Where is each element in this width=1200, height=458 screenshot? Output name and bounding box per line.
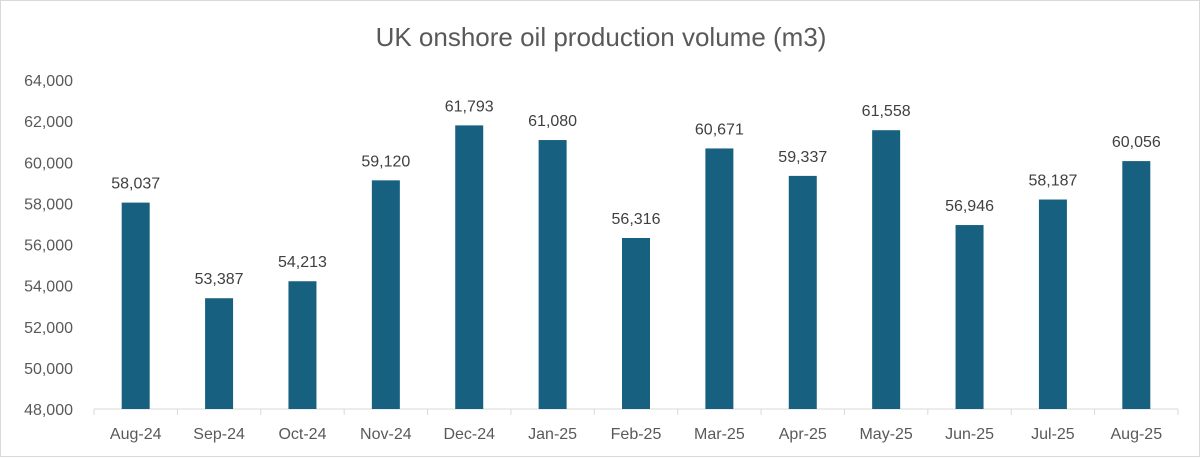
data-label: 58,187 [1028, 173, 1077, 190]
bar [371, 180, 400, 409]
x-tick-label: Jun-25 [945, 426, 994, 443]
y-tick-label: 62,000 [24, 114, 73, 131]
x-tick-label: Nov-24 [360, 426, 412, 443]
y-tick-label: 56,000 [24, 238, 73, 255]
bar [455, 125, 484, 409]
data-label: 54,213 [278, 254, 327, 271]
bar [288, 281, 317, 409]
data-label: 53,387 [195, 271, 244, 288]
x-axis: Aug-24 Sep-24 Oct-24 Nov-24 Dec-24 Jan-25 Feb-… [93, 408, 1179, 443]
y-tick-label: 58,000 [24, 196, 73, 213]
x-tick-label: Dec-24 [443, 426, 495, 443]
bar [1122, 161, 1151, 409]
data-label: 61,793 [445, 98, 494, 115]
bar [788, 175, 817, 409]
x-tick-label: Mar-25 [694, 426, 745, 443]
y-tick-label: 54,000 [24, 279, 73, 296]
x-tick-label: Jul-25 [1031, 426, 1075, 443]
chart-title: UK onshore oil production volume (m3) [376, 22, 827, 52]
y-tick-label: 60,000 [24, 155, 73, 172]
y-tick-label: 50,000 [24, 361, 73, 378]
bar [955, 225, 984, 409]
y-tick-label: 52,000 [24, 320, 73, 337]
data-label: 59,120 [361, 153, 410, 170]
bar [538, 140, 567, 410]
x-tick-label: Oct-24 [278, 426, 326, 443]
data-label: 61,558 [862, 103, 911, 120]
x-tick-label: Aug-24 [110, 426, 162, 443]
x-tick-label: Feb-25 [611, 426, 662, 443]
bar [705, 148, 734, 409]
data-label: 60,671 [695, 121, 744, 138]
data-labels: 58,037 53,387 54,213 59,120 61,793 61,080 56,3… [111, 98, 1161, 288]
bar [872, 130, 901, 409]
data-label: 56,316 [612, 211, 661, 228]
data-label: 56,946 [945, 198, 994, 215]
y-axis: 48,000 50,000 52,000 54,000 56,000 58,000 60,0… [24, 73, 73, 419]
bar [205, 298, 234, 409]
y-tick-label: 48,000 [24, 402, 73, 419]
x-tick-label: Sep-24 [193, 426, 245, 443]
bar [121, 202, 150, 409]
bar [1038, 199, 1067, 409]
data-label: 58,037 [111, 176, 160, 193]
data-label: 60,056 [1112, 134, 1161, 151]
bar [622, 238, 650, 409]
bars [121, 125, 1151, 410]
data-label: 59,337 [778, 149, 827, 166]
x-tick-label: May-25 [859, 426, 912, 443]
x-tick-label: Jan-25 [528, 426, 577, 443]
x-tick-label: Apr-25 [779, 426, 827, 443]
data-label: 61,080 [528, 113, 577, 130]
x-tick-label: Aug-25 [1111, 426, 1163, 443]
y-tick-label: 64,000 [24, 73, 73, 90]
